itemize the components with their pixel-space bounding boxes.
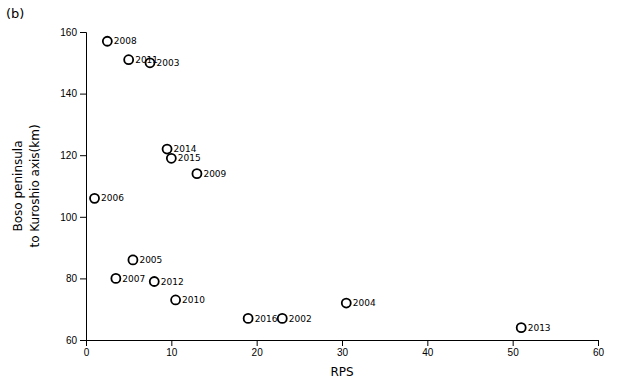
y-axis-title-line: to Kuroshio axis(km) [28,124,42,247]
x-tick-label: 10 [166,347,178,358]
x-tick-label: 40 [422,347,434,358]
x-axis-title: RPS [330,365,353,379]
point-annotation: 2012 [161,277,184,287]
point-annotation: 2003 [157,58,180,68]
point [150,277,159,286]
y-axis-title: Boso peninsulato Kuroshio axis(km) [11,124,42,247]
x-tick: 30 [337,340,349,358]
point [111,274,120,283]
y-tick: 60 [66,335,86,346]
point-annotation: 2010 [182,295,205,305]
point [163,145,172,154]
x-tick-mark [342,340,343,346]
y-tick: 120 [60,150,86,161]
x-tick-label: 60 [593,347,605,358]
chart: 0102030405060608010012014016020082003201… [0,0,620,386]
x-tick: 40 [422,340,434,358]
x-tick-label: 30 [337,347,349,358]
y-axis: 60 80 100 120 140 160 [60,27,86,346]
y-axis-line [80,33,87,341]
y-tick: 80 [66,273,86,284]
y-tick-mark [80,217,86,218]
x-tick-label: 20 [252,347,264,358]
y-tick-mark [80,278,86,279]
point-annotation: 2015 [178,153,201,163]
y-tick-label: 80 [66,273,78,284]
y-tick-label: 140 [60,88,77,99]
point-annotation: 2011 [135,55,158,65]
x-axis: 0 10 20 30 40 50 60 [84,340,605,358]
y-tick: 160 [60,27,86,38]
x-tick: 50 [508,340,520,358]
x-tick-mark [171,340,172,346]
point-annotation: 2013 [528,323,551,333]
y-tick-label: 160 [60,27,77,38]
y-tick: 100 [60,212,86,223]
point [342,299,351,308]
annotations: 2008200320112006201420152009200520072012… [101,36,551,332]
x-tick: 60 [593,340,605,358]
x-tick: 10 [166,340,178,358]
point [90,194,99,203]
y-tick-mark [80,32,86,33]
y-tick-mark [80,340,86,341]
point [103,37,112,46]
point-annotation: 2006 [101,193,124,203]
x-tick-mark [257,340,258,346]
y-tick-label: 120 [60,150,77,161]
point [171,295,180,304]
point [124,55,133,64]
point [192,169,201,178]
x-tick-mark [598,340,599,346]
y-tick-label: 60 [66,335,78,346]
y-tick-mark [80,155,86,156]
x-tick-label: 50 [508,347,520,358]
y-tick-label: 100 [60,212,77,223]
x-tick-label: 0 [84,347,90,358]
y-tick-mark [80,94,86,95]
y-tick: 140 [60,88,86,99]
point [244,314,253,323]
x-tick: 20 [252,340,264,358]
point-annotation: 2002 [289,314,312,324]
point [517,323,526,332]
point [167,154,176,163]
points [90,37,526,332]
x-tick: 0 [84,340,90,358]
plot-area: 0102030405060608010012014016020082003201… [60,27,604,358]
point-annotation: 2009 [203,169,226,179]
point-annotation: 2005 [139,255,162,265]
y-axis-title-line: Boso peninsula [11,140,25,231]
point-annotation: 2008 [114,36,137,46]
point-annotation: 2004 [353,298,376,308]
x-axis-line [87,341,599,347]
point-annotation: 2016 [255,314,278,324]
title: (b) [6,6,24,21]
point [128,255,137,264]
point [278,314,287,323]
point-annotation: 2007 [122,274,145,284]
x-tick-mark [513,340,514,346]
x-tick-mark [427,340,428,346]
